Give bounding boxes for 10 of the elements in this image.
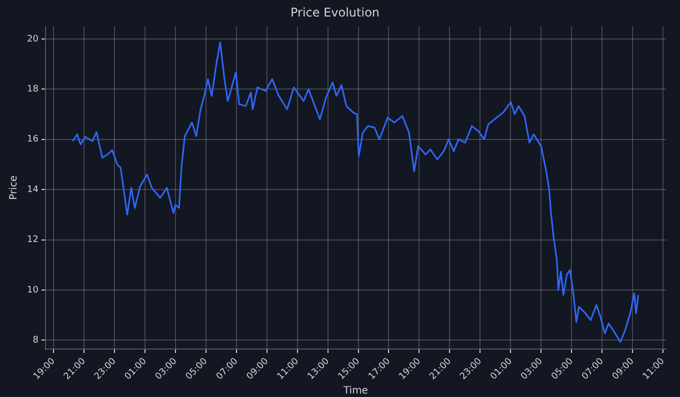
- y-axis-title: Price: [8, 176, 20, 200]
- y-tick-label: 20: [27, 34, 39, 44]
- y-tick-label: 12: [27, 235, 38, 246]
- y-tick-label: 8: [32, 336, 39, 346]
- y-tick-label: 14: [27, 184, 39, 195]
- y-tick-label: 10: [27, 285, 39, 296]
- y-tick-label: 18: [27, 84, 39, 95]
- x-axis-title: Time: [342, 386, 368, 397]
- y-tick-label: 16: [27, 134, 39, 145]
- chart-title: Price Evolution: [290, 5, 380, 20]
